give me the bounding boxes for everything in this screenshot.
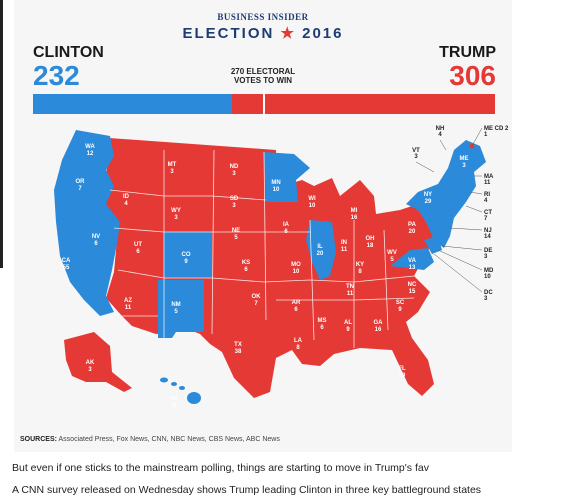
state-label-al: AL 9: [344, 320, 352, 333]
state-label-co: CO 9: [182, 252, 191, 265]
state-label-az: AZ 11: [124, 298, 132, 311]
callout-ri: RI 4: [484, 192, 490, 204]
map-region-northeast: [406, 140, 486, 248]
left-divider: [0, 0, 3, 268]
state-label-tx: TX 38: [234, 342, 242, 355]
star-icon: ★: [280, 25, 296, 42]
election-map-graphic: BUSINESS INSIDER ELECTION ★ 2016 CLINTON…: [14, 0, 512, 452]
map-region-alaska: [64, 332, 132, 392]
callout-ct: CT 7: [484, 210, 492, 222]
state-label-wa: WA 12: [85, 144, 95, 157]
callout-de: DE 3: [484, 248, 492, 260]
graphic-title: ELECTION ★ 2016: [14, 24, 512, 42]
clinton-votes: 232: [33, 60, 80, 91]
callout-leader-line: [465, 205, 483, 213]
title-text: ELECTION: [182, 25, 275, 42]
callout-leader-line: [471, 127, 483, 147]
map-region-colorado: [164, 232, 212, 278]
sources-note: SOURCES: Associated Press, Fox News, CNN…: [20, 436, 280, 443]
state-label-mo: MO 10: [291, 262, 301, 275]
state-label-ca: CA 55: [62, 258, 71, 271]
map-region-mid-atlantic: [424, 236, 442, 254]
state-label-ok: OK 7: [252, 294, 262, 307]
state-label-ga: GA 16: [374, 320, 384, 333]
callout-nh: NH 4: [436, 126, 445, 138]
map-region-virginia: [390, 248, 434, 270]
state-label-nv: NV 6: [92, 234, 100, 247]
state-label-ak: AK 3: [86, 360, 95, 373]
state-label-wi: WI 10: [308, 196, 316, 209]
callout-leader-line: [449, 227, 483, 231]
threshold-line-1: 270 ELECTORAL: [230, 67, 296, 76]
title-year: 2016: [302, 25, 344, 42]
callout-vt: VT 3: [412, 148, 420, 160]
state-label-mi: MI 16: [351, 208, 358, 221]
state-label-ks: KS 6: [242, 260, 250, 273]
brand-logo: BUSINESS INSIDER: [217, 12, 309, 22]
state-label-ny: NY 29: [424, 192, 432, 205]
map-region-illinois: [306, 220, 336, 280]
state-label-sc: SC 9: [396, 300, 405, 313]
sources-label: SOURCES:: [20, 436, 57, 443]
map-region-pacific: [54, 130, 120, 316]
map-region-minnesota: [264, 152, 310, 202]
callout-md: MD 10: [484, 268, 494, 280]
map-region-new-mexico: [158, 280, 204, 338]
state-label-in: IN 11: [341, 240, 348, 253]
state-label-nd: ND 3: [230, 164, 239, 177]
callout-leader-line: [439, 139, 447, 151]
callout-leader-line: [441, 245, 483, 251]
electoral-vote-bar: [33, 89, 495, 119]
us-map: WA 12 OR 7 CA 55 NV 6 ID 4 MT 3 WY 3 UT 6 AZ 11 CO 9 NM 5 ND 3 S…: [54, 126, 509, 409]
map-region-hawaii: [160, 377, 201, 404]
state-label-ia: IA 6: [283, 222, 290, 235]
callout-leader-line: [433, 253, 483, 293]
threshold-label: 270 ELECTORAL VOTES TO WIN: [14, 67, 512, 85]
state-label-mt: MT 3: [168, 162, 177, 175]
state-label-wv: WV 5: [387, 250, 397, 263]
callout-nj: NJ 14: [484, 228, 492, 240]
state-label-nm: NM 5: [171, 302, 180, 315]
state-label-ky: KY 8: [356, 262, 364, 275]
article-paragraph: A CNN survey released on Wednesday shows…: [12, 484, 482, 496]
state-label-hi: HI 4: [171, 396, 177, 409]
callout-ma: MA 11: [484, 174, 494, 186]
state-label-ar: AR 6: [292, 300, 301, 313]
state-label-id: ID 4: [123, 194, 130, 207]
state-label-la: LA 8: [294, 338, 303, 351]
state-label-tn: TN 11: [346, 284, 354, 297]
state-label-va: VA 13: [408, 258, 417, 271]
callout-leader-line: [469, 191, 483, 195]
map-region-republican: [104, 138, 438, 398]
state-label-oh: OH 18: [366, 236, 375, 249]
callout-leader-line: [415, 161, 435, 173]
state-label-or: OR 7: [76, 179, 86, 192]
midpoint-marker: [263, 89, 265, 119]
state-label-me: ME 3: [460, 156, 469, 169]
state-label-il: IL 20: [317, 244, 324, 257]
callout-dc: DC 3: [484, 290, 493, 302]
clinton-bar-segment: [33, 94, 233, 114]
state-label-ne: NE 5: [232, 228, 240, 241]
callout-leader-line: [437, 249, 483, 271]
trump-votes: 306: [449, 60, 496, 91]
state-label-pa: PA 20: [408, 222, 417, 235]
state-label-fl: FL 29: [398, 366, 406, 379]
state-label-nc: NC 15: [408, 282, 417, 295]
state-borders: [109, 149, 415, 348]
state-label-ms: MS 6: [318, 318, 327, 331]
threshold-line-2: VOTES TO WIN: [233, 76, 293, 85]
state-label-wy: WY 3: [171, 208, 181, 221]
state-label-sd: SD 3: [230, 196, 239, 209]
clinton-name: CLINTON: [33, 44, 104, 61]
sources-text: Associated Press, Fox News, CNN, NBC New…: [58, 436, 280, 443]
article-paragraph: But even if one sticks to the mainstream…: [12, 462, 429, 474]
state-label-ut: UT 6: [134, 242, 142, 255]
state-label-mn: MN 10: [271, 180, 280, 193]
trump-name: TRUMP: [439, 44, 496, 61]
